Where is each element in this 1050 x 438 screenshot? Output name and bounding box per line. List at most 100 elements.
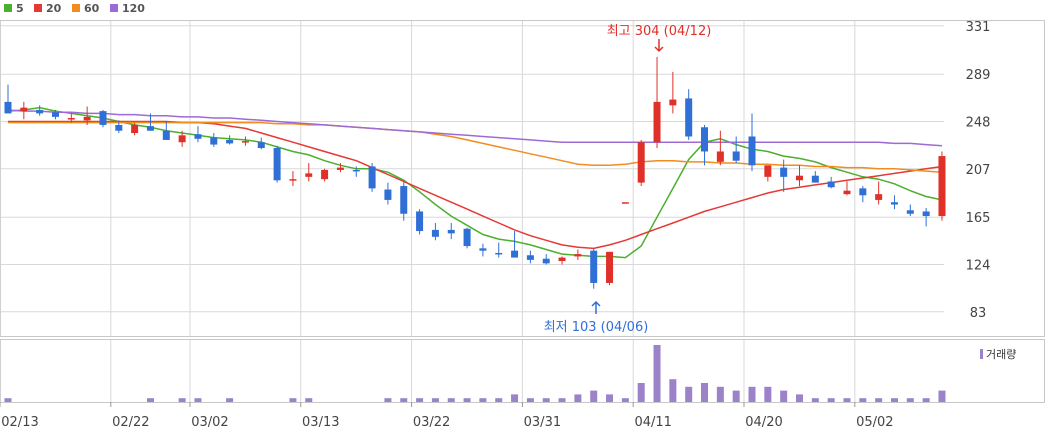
candle-0[interactable]: [4, 84, 12, 114]
candle-38[interactable]: [606, 251, 614, 286]
candle-32[interactable]: [511, 231, 519, 258]
candle-35[interactable]: [558, 256, 566, 265]
candle-10[interactable]: [162, 121, 170, 140]
candle-39[interactable]: [621, 202, 629, 204]
volume-bar-50: [796, 394, 803, 402]
candle-45[interactable]: [716, 130, 724, 166]
candle-body-42: [669, 99, 677, 106]
x-tick-label-3: 03/13: [302, 415, 339, 430]
candle-16[interactable]: [257, 137, 265, 150]
candle-body-24: [384, 189, 392, 200]
volume-bar-55: [875, 398, 883, 402]
candle-8[interactable]: [131, 122, 139, 136]
candle-6[interactable]: [99, 109, 107, 128]
volume-bar-41: [653, 345, 661, 402]
candle-12[interactable]: [194, 126, 202, 143]
candle-41[interactable]: [653, 56, 661, 149]
legend-item-ma60[interactable]: 60: [72, 2, 100, 15]
candle-59[interactable]: [938, 151, 946, 221]
candle-13[interactable]: [210, 133, 218, 147]
candle-25[interactable]: [400, 181, 408, 221]
candle-body-29: [463, 228, 471, 247]
candle-49[interactable]: [780, 159, 788, 192]
candle-21[interactable]: [336, 163, 344, 173]
volume-bar-44: [701, 383, 709, 402]
candle-54[interactable]: [859, 186, 867, 203]
candle-57[interactable]: [906, 204, 914, 217]
candle-34[interactable]: [542, 254, 550, 265]
candle-31[interactable]: [495, 242, 503, 258]
candle-14[interactable]: [226, 135, 234, 145]
legend: 5 20 60 120: [4, 2, 145, 15]
candle-50[interactable]: [796, 165, 803, 187]
volume-bar-26: [416, 398, 424, 402]
candle-15[interactable]: [241, 136, 249, 146]
candle-9[interactable]: [146, 113, 154, 131]
x-tick-label-6: 04/11: [634, 415, 671, 430]
candle-29[interactable]: [463, 227, 471, 249]
candle-51[interactable]: [811, 171, 819, 183]
candle-4[interactable]: [67, 113, 75, 123]
volume-bar-57: [906, 398, 914, 402]
legend-swatch-ma20: [34, 4, 42, 12]
low-annotation: 최저 103 (04/06): [544, 300, 648, 335]
candle-48[interactable]: [764, 165, 772, 182]
candle-55[interactable]: [875, 181, 883, 205]
candle-24[interactable]: [384, 182, 392, 205]
candle-7[interactable]: [115, 120, 123, 134]
candle-body-27: [431, 229, 439, 237]
candle-22[interactable]: [352, 166, 360, 177]
candle-body-4: [67, 118, 75, 120]
candle-56[interactable]: [890, 195, 898, 210]
candle-3[interactable]: [51, 109, 59, 120]
candle-40[interactable]: [637, 139, 645, 187]
candle-20[interactable]: [321, 168, 329, 182]
candle-44[interactable]: [701, 124, 709, 166]
x-tick-label-8: 05/02: [856, 415, 893, 430]
candle-27[interactable]: [431, 222, 439, 241]
candle-47[interactable]: [748, 113, 756, 172]
candle-42[interactable]: [669, 71, 677, 114]
volume-bar-11: [178, 398, 186, 402]
candle-30[interactable]: [479, 243, 487, 257]
volume-bar-59: [938, 390, 946, 402]
candle-28[interactable]: [447, 222, 455, 240]
candle-52[interactable]: [827, 176, 835, 189]
candle-23[interactable]: [368, 163, 376, 192]
volume-bar-29: [463, 398, 471, 402]
legend-item-ma20[interactable]: 20: [34, 2, 62, 15]
ma-line-20: [8, 120, 943, 250]
legend-label-ma120: 120: [122, 2, 145, 15]
candle-18[interactable]: [289, 171, 297, 187]
candle-36[interactable]: [574, 249, 582, 260]
volume-bar-19: [305, 398, 313, 402]
candle-43[interactable]: [685, 89, 693, 140]
candle-5[interactable]: [83, 106, 91, 125]
candle-37[interactable]: [590, 248, 598, 289]
candle-body-8: [131, 124, 139, 134]
legend-item-ma120[interactable]: 120: [110, 2, 145, 15]
legend-item-ma5[interactable]: 5: [4, 2, 24, 15]
candle-1[interactable]: [20, 101, 28, 120]
volume-legend-label: 거래량: [986, 348, 1016, 361]
candle-body-48: [764, 165, 772, 177]
candle-58[interactable]: [922, 207, 930, 227]
candle-body-30: [479, 248, 487, 251]
candle-53[interactable]: [843, 181, 851, 196]
candle-2[interactable]: [36, 105, 44, 116]
volume-bar-38: [606, 394, 614, 402]
candle-body-0: [4, 101, 12, 114]
candle-11[interactable]: [178, 130, 186, 147]
candle-33[interactable]: [526, 250, 534, 264]
candle-17[interactable]: [273, 145, 281, 183]
candle-body-15: [241, 141, 249, 143]
candle-19[interactable]: [305, 163, 313, 182]
candle-26[interactable]: [416, 209, 424, 235]
x-tick-label-0: 02/13: [1, 415, 38, 430]
candle-46[interactable]: [732, 136, 740, 164]
volume-bar-27: [431, 398, 439, 402]
candle-body-7: [115, 124, 123, 131]
y-tick-label-6: 83: [970, 306, 987, 321]
